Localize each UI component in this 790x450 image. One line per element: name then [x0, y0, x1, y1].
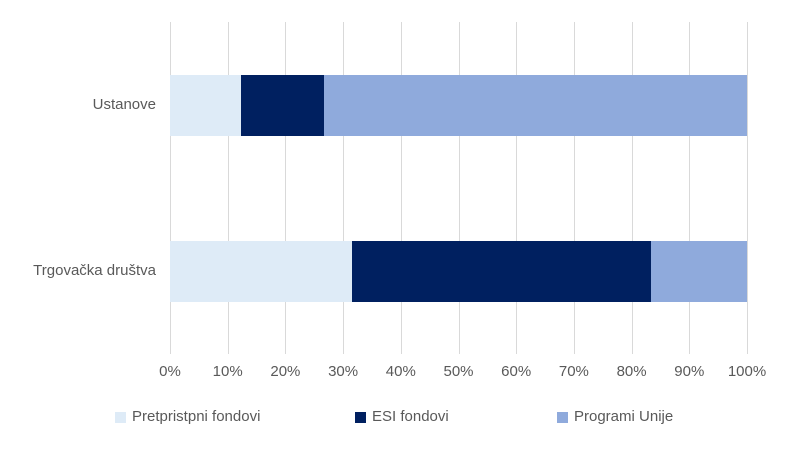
- plot-area: [170, 22, 748, 354]
- legend-label: Programi Unije: [574, 408, 674, 425]
- gridline: [573, 22, 575, 354]
- bar-segment-programi-unije[interactable]: [650, 240, 747, 302]
- gridline: [747, 22, 748, 354]
- bar-segment-pretpristpni-fondovi[interactable]: [170, 240, 353, 302]
- legend-item-esi-fondovi[interactable]: ESI fondovi: [355, 408, 449, 426]
- category-label: Ustanove: [92, 96, 156, 113]
- gridline: [458, 22, 460, 354]
- x-tick-label: 30%: [328, 363, 359, 380]
- x-tick-label: 50%: [443, 363, 474, 380]
- legend-label: ESI fondovi: [372, 408, 449, 425]
- legend-item-pretpristpni-fondovi[interactable]: Pretpristpni fondovi: [115, 408, 260, 426]
- gridline: [631, 22, 633, 354]
- gridline: [689, 22, 691, 354]
- category-label: Trgovačka društva: [33, 262, 156, 279]
- bar-segment-programi-unije[interactable]: [324, 74, 747, 136]
- legend-swatch: [115, 411, 126, 423]
- gridline: [170, 22, 171, 354]
- x-tick-label: 100%: [727, 363, 767, 380]
- legend: Pretpristpni fondovi ESI fondovi Programi …: [0, 408, 790, 430]
- gridlines: [170, 22, 748, 354]
- gridline: [285, 22, 287, 354]
- category-axis-labels: Ustanove Trgovačka društva: [0, 22, 156, 354]
- x-tick-label: 90%: [674, 363, 705, 380]
- bar-row-trgova-ka-dru-tva: [170, 240, 747, 302]
- bar-segment-esi-fondovi[interactable]: [240, 74, 325, 136]
- gridline: [400, 22, 402, 354]
- legend-item-programi-unije[interactable]: Programi Unije: [557, 408, 673, 426]
- gridline: [343, 22, 345, 354]
- x-tick-label: 80%: [616, 363, 647, 380]
- legend-swatch: [557, 411, 568, 423]
- x-tick-label: 0%: [159, 363, 181, 380]
- legend-swatch: [355, 411, 366, 423]
- gridline: [227, 22, 229, 354]
- x-tick-label: 40%: [385, 363, 416, 380]
- bar-segment-esi-fondovi[interactable]: [352, 240, 651, 302]
- x-tick-label: 20%: [270, 363, 301, 380]
- x-tick-label: 60%: [501, 363, 532, 380]
- gridline: [516, 22, 518, 354]
- x-tick-label: 10%: [212, 363, 243, 380]
- legend-label: Pretpristpni fondovi: [132, 408, 261, 425]
- bar-row-ustanove: [170, 74, 747, 136]
- x-tick-label: 70%: [558, 363, 589, 380]
- x-axis-tick-labels: 0% 10% 20% 30% 40% 50% 60% 70% 80% 90% 100%: [159, 363, 766, 383]
- bar-segment-pretpristpni-fondovi[interactable]: [170, 74, 241, 136]
- bars: [170, 22, 747, 354]
